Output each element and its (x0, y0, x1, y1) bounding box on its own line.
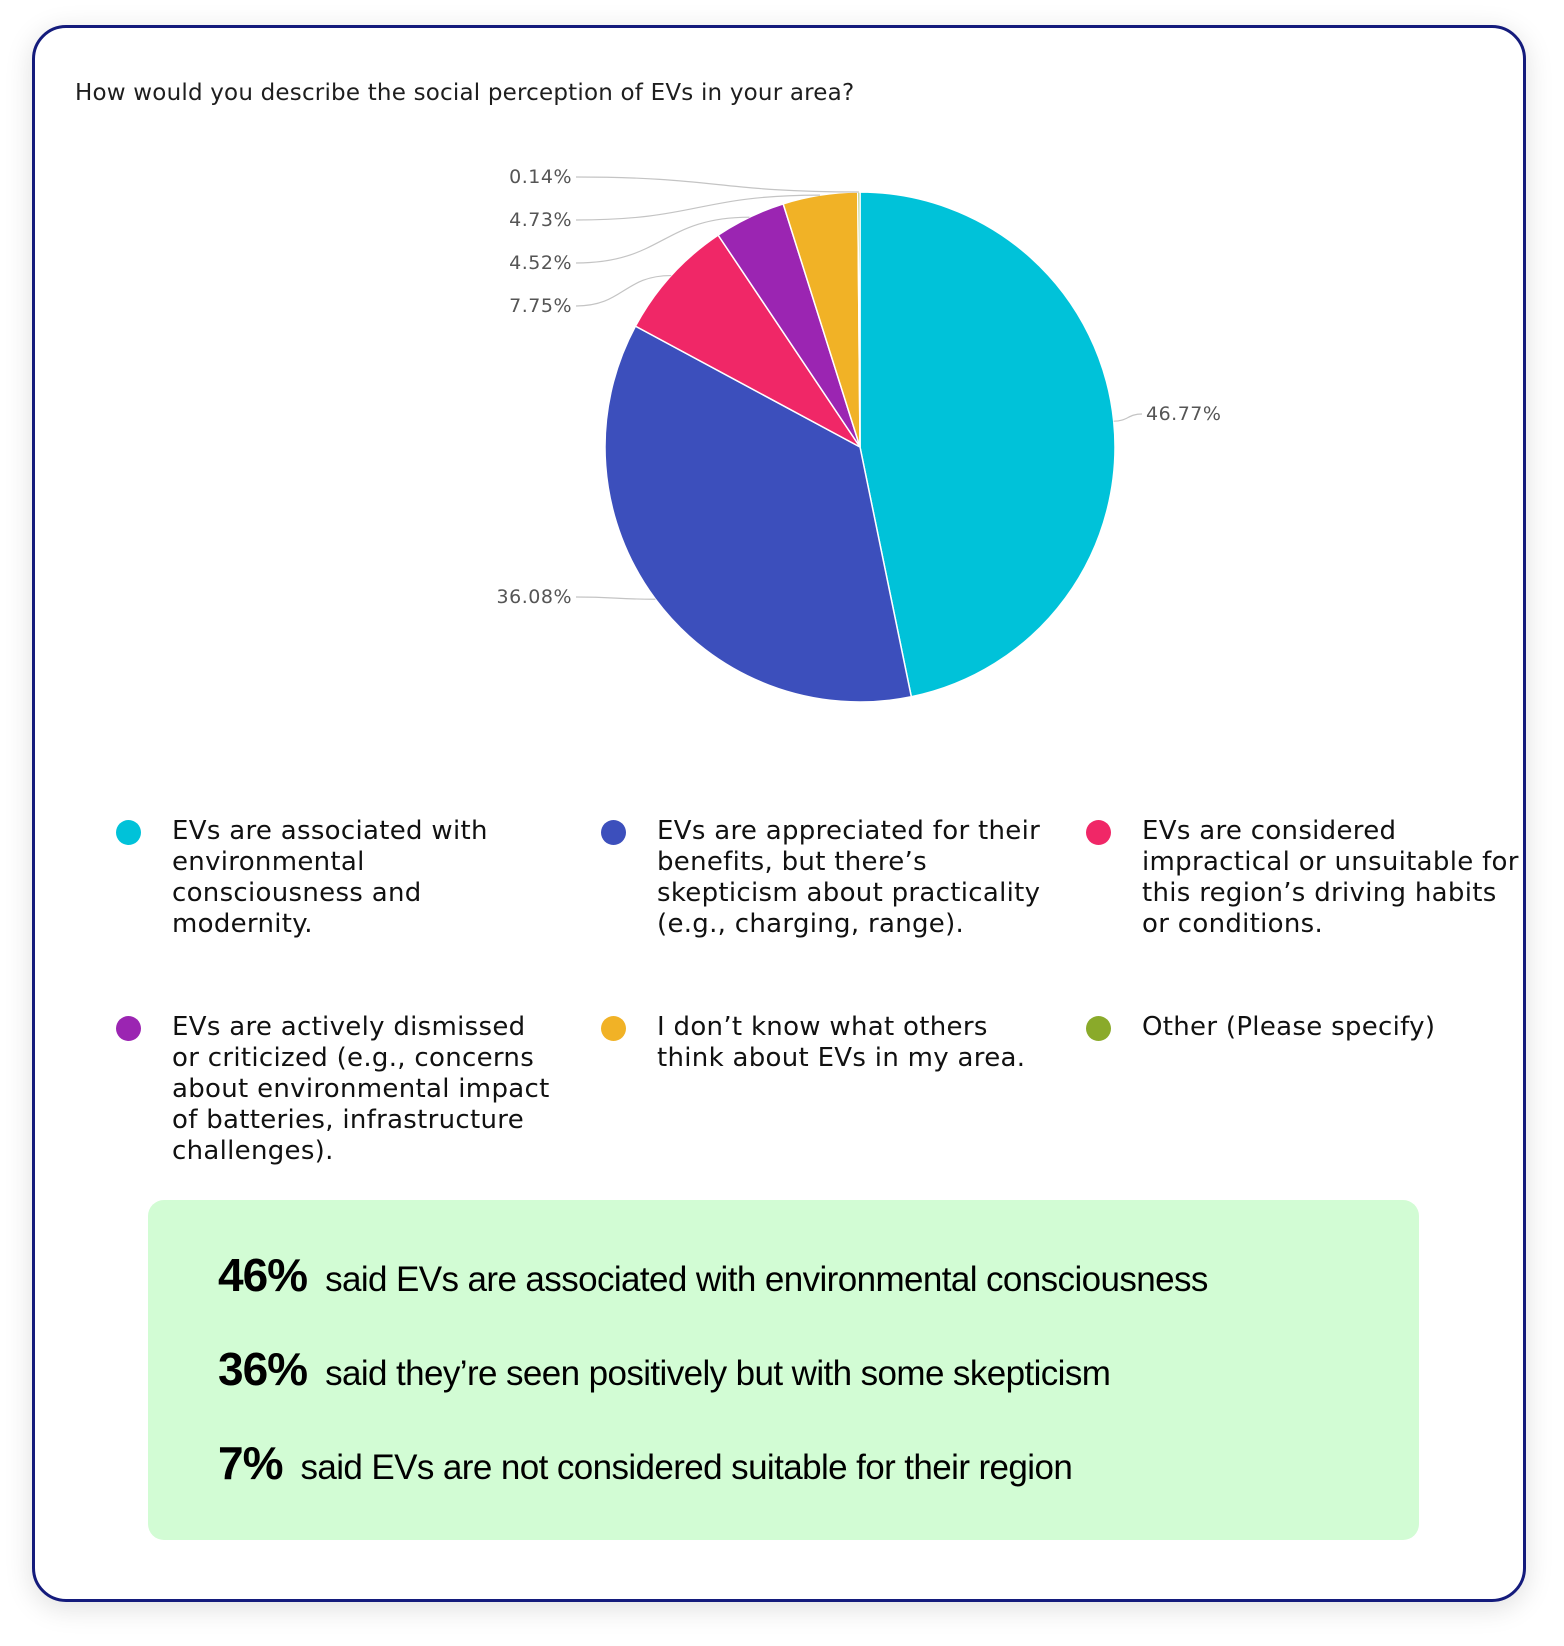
legend-item: Other (Please specify) (1086, 1012, 1526, 1043)
pie-slice (859, 191, 1116, 698)
legend-label: EVs are appreciated for their benefits, … (657, 816, 1041, 939)
stat-number: 46% (218, 1249, 308, 1301)
legend-label: Other (Please specify) (1142, 1012, 1436, 1042)
legend-swatch (1086, 1016, 1111, 1041)
leader-line (575, 596, 656, 600)
legend-swatch (116, 1016, 141, 1041)
summary-stat: 7% said EVs are not considered suitable … (218, 1436, 1073, 1490)
stat-number: 36% (218, 1343, 308, 1395)
stat-number: 7% (218, 1437, 283, 1489)
legend-label: I don’t know what others think about EVs… (657, 1012, 1026, 1073)
legend-swatch (1086, 820, 1111, 845)
stat-text: said EVs are associated with environment… (325, 1260, 1208, 1299)
stat-text: said they’re seen positively but with so… (325, 1354, 1111, 1393)
legend-label: EVs are actively dismissed or criticized… (172, 1012, 550, 1166)
slice-label: 36.08% (497, 586, 572, 608)
legend-swatch (601, 820, 626, 845)
legend-item: EVs are associated with environmental co… (116, 816, 556, 940)
legend-item: EVs are considered impractical or unsuit… (1086, 816, 1526, 940)
legend-item: I don’t know what others think about EVs… (601, 1012, 1041, 1074)
leader-line (575, 274, 672, 307)
legend-item: EVs are appreciated for their benefits, … (601, 816, 1041, 940)
legend-swatch (116, 820, 141, 845)
stat-text: said EVs are not considered suitable for… (300, 1448, 1073, 1487)
legend-label: EVs are associated with environmental co… (172, 816, 488, 939)
leader-line (1113, 413, 1143, 422)
legend-item: EVs are actively dismissed or criticized… (116, 1012, 556, 1167)
slice-label: 4.73% (509, 209, 572, 231)
legend-swatch (601, 1016, 626, 1041)
summary-box: 46% said EVs are associated with environ… (148, 1200, 1419, 1540)
pie-chart: 46.77% 36.08% 7.75% 4.52% 4.73% 0.14% (497, 166, 1221, 703)
leader-line (575, 216, 750, 264)
leader-line (575, 194, 821, 221)
question-title: How would you describe the social percep… (75, 80, 855, 106)
slice-label: 4.52% (509, 252, 572, 274)
slice-label: 7.75% (509, 295, 572, 317)
summary-stat: 46% said EVs are associated with environ… (218, 1248, 1208, 1302)
leader-line (575, 176, 859, 193)
legend-label: EVs are considered impractical or unsuit… (1142, 816, 1519, 939)
slice-label: 46.77% (1146, 403, 1221, 425)
summary-stat: 36% said they’re seen positively but wit… (218, 1342, 1111, 1396)
slice-label: 0.14% (509, 166, 572, 188)
